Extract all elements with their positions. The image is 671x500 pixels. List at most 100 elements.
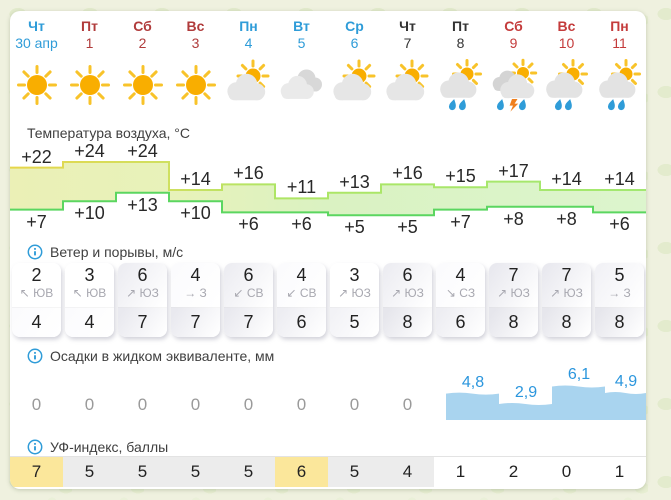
day-of-week-label: Сб xyxy=(133,18,152,34)
day-column[interactable]: Пт 1 xyxy=(63,18,116,51)
info-icon[interactable] xyxy=(27,244,43,260)
wind-gust-value: 7 xyxy=(224,307,273,337)
weather-forecast-panel: Чт 30 апр Пт 1 Сб 2 Вс 3 Пн 4 Вт 5 Ср 6 Чт 7 Пт 8 Сб 9 Вс 10 П… xyxy=(10,11,646,489)
max-temp-label: +17 xyxy=(498,160,529,181)
day-column[interactable]: Пт 8 xyxy=(434,18,487,51)
wind-gust-value: 7 xyxy=(118,307,167,337)
min-temp-label: +8 xyxy=(556,208,577,229)
wind-card: 3 ↖ ЮВ 4 xyxy=(65,263,114,337)
wind-gust-value: 8 xyxy=(383,307,432,337)
uv-cell: 5 xyxy=(116,457,169,487)
max-temp-label: +24 xyxy=(127,141,158,161)
icon-column[interactable] xyxy=(328,57,381,115)
wind-speed-value: 3 xyxy=(84,265,95,285)
wind-card: 6 ↙ СВ 7 xyxy=(224,263,273,337)
uv-cell: 7 xyxy=(10,457,63,487)
wind-card-top: 4 → З xyxy=(171,263,220,307)
day-date-label: 9 xyxy=(509,35,518,51)
min-temp-label: +7 xyxy=(450,211,471,232)
uv-cell: 5 xyxy=(328,457,381,487)
wind-card-top: 6 ↙ СВ xyxy=(224,263,273,307)
wind-gust-value: 4 xyxy=(65,307,114,337)
wind-gust-value: 8 xyxy=(542,307,591,337)
min-temp-label: +6 xyxy=(238,214,259,235)
wind-section-header: Ветер и порывы, м/с xyxy=(27,243,646,261)
wind-direction: ↙ СВ xyxy=(286,286,317,300)
wind-card: 4 ↘ СЗ 6 xyxy=(436,263,485,337)
uv-cell: 4 xyxy=(381,457,434,487)
max-temp-label: +24 xyxy=(74,141,105,161)
day-column[interactable]: Пн 4 xyxy=(222,18,275,51)
uv-cell: 6 xyxy=(275,457,328,487)
day-column[interactable]: Ср 6 xyxy=(328,18,381,51)
wind-card: 7 ↗ ЮЗ 8 xyxy=(489,263,538,337)
day-of-week-label: Ср xyxy=(345,18,364,34)
sun-cloud-icon xyxy=(331,57,379,113)
sun-cloud-storm-icon xyxy=(490,57,538,113)
day-column[interactable]: Чт 7 xyxy=(381,18,434,51)
icon-column[interactable] xyxy=(487,57,540,115)
day-column[interactable]: Вс 10 xyxy=(540,18,593,51)
max-temp-label: +11 xyxy=(286,177,317,198)
min-temp-label: +6 xyxy=(609,214,630,235)
temperature-chart: +22 +24 +24 +14 +16 +11 +13 +16 +15 +17 +14 +14 +7 +1… xyxy=(10,141,646,238)
wind-card-top: 3 ↖ ЮВ xyxy=(65,263,114,307)
info-icon[interactable] xyxy=(27,439,43,455)
wind-gust-value: 8 xyxy=(595,307,644,337)
day-column[interactable]: Вс 3 xyxy=(169,18,222,51)
wind-direction: ↗ ЮЗ xyxy=(338,286,371,300)
icon-column[interactable] xyxy=(434,57,487,115)
precipitation-section-header: Осадки в жидком эквиваленте, мм xyxy=(27,347,646,365)
wind-direction: ↘ СЗ xyxy=(445,286,476,300)
uv-section-header: УФ-индекс, баллы xyxy=(27,438,646,456)
info-icon[interactable] xyxy=(27,348,43,364)
day-date-label: 11 xyxy=(612,35,627,51)
icon-column[interactable] xyxy=(275,57,328,115)
sun-cloud-rain-icon xyxy=(437,57,485,113)
day-column[interactable]: Сб 9 xyxy=(487,18,540,51)
wind-gust-value: 4 xyxy=(12,307,61,337)
icon-column[interactable] xyxy=(116,57,169,115)
max-temp-label: +16 xyxy=(233,163,264,184)
weather-icons-row xyxy=(10,57,646,115)
wind-section-title: Ветер и порывы, м/с xyxy=(50,244,184,260)
day-column[interactable]: Сб 2 xyxy=(116,18,169,51)
day-column[interactable]: Пн 11 xyxy=(593,18,646,51)
wind-card: 6 ↗ ЮЗ 8 xyxy=(383,263,432,337)
uv-cell: 2 xyxy=(487,457,540,487)
day-column[interactable]: Вт 5 xyxy=(275,18,328,51)
icon-column[interactable] xyxy=(540,57,593,115)
icon-column[interactable] xyxy=(63,57,116,115)
icon-column[interactable] xyxy=(169,57,222,115)
day-date-label: 1 xyxy=(85,35,94,51)
wind-column: 7 ↗ ЮЗ 8 xyxy=(540,263,593,339)
day-column[interactable]: Чт 30 апр xyxy=(10,18,63,51)
icon-column[interactable] xyxy=(222,57,275,115)
wind-speed-value: 3 xyxy=(349,265,360,285)
day-of-week-label: Вс xyxy=(186,18,205,34)
dates-row: Чт 30 апр Пт 1 Сб 2 Вс 3 Пн 4 Вт 5 Ср 6 Чт 7 Пт 8 Сб 9 Вс 10 П… xyxy=(10,11,646,51)
max-temp-label: +14 xyxy=(551,169,582,189)
precip-value-label: 4,9 xyxy=(614,373,638,390)
temperature-section-header: Температура воздуха, °C xyxy=(27,124,646,142)
sun-icon xyxy=(66,57,114,113)
max-temp-label: +14 xyxy=(180,169,211,189)
precipitation-section-title: Осадки в жидком эквиваленте, мм xyxy=(50,348,275,364)
wind-card: 2 ↖ ЮВ 4 xyxy=(12,263,61,337)
min-temp-label: +5 xyxy=(397,217,418,238)
day-of-week-label: Чт xyxy=(28,18,45,34)
sun-cloud-rain-icon xyxy=(596,57,644,113)
icon-column[interactable] xyxy=(10,57,63,115)
wind-column: 4 ↙ СВ 6 xyxy=(275,263,328,339)
uv-cell: 5 xyxy=(63,457,116,487)
icon-column[interactable] xyxy=(593,57,646,115)
wind-row: 2 ↖ ЮВ 4 3 ↖ ЮВ 4 6 ↗ ЮЗ 7 4 → З 7 6 ↙ СВ 7 4 ↙ СВ 6 3 ↗ ЮЗ… xyxy=(10,263,646,339)
icon-column[interactable] xyxy=(381,57,434,115)
precip-zero-label: 0 xyxy=(349,395,360,414)
max-temp-label: +14 xyxy=(604,169,635,189)
wind-column: 4 ↘ СЗ 6 xyxy=(434,263,487,339)
